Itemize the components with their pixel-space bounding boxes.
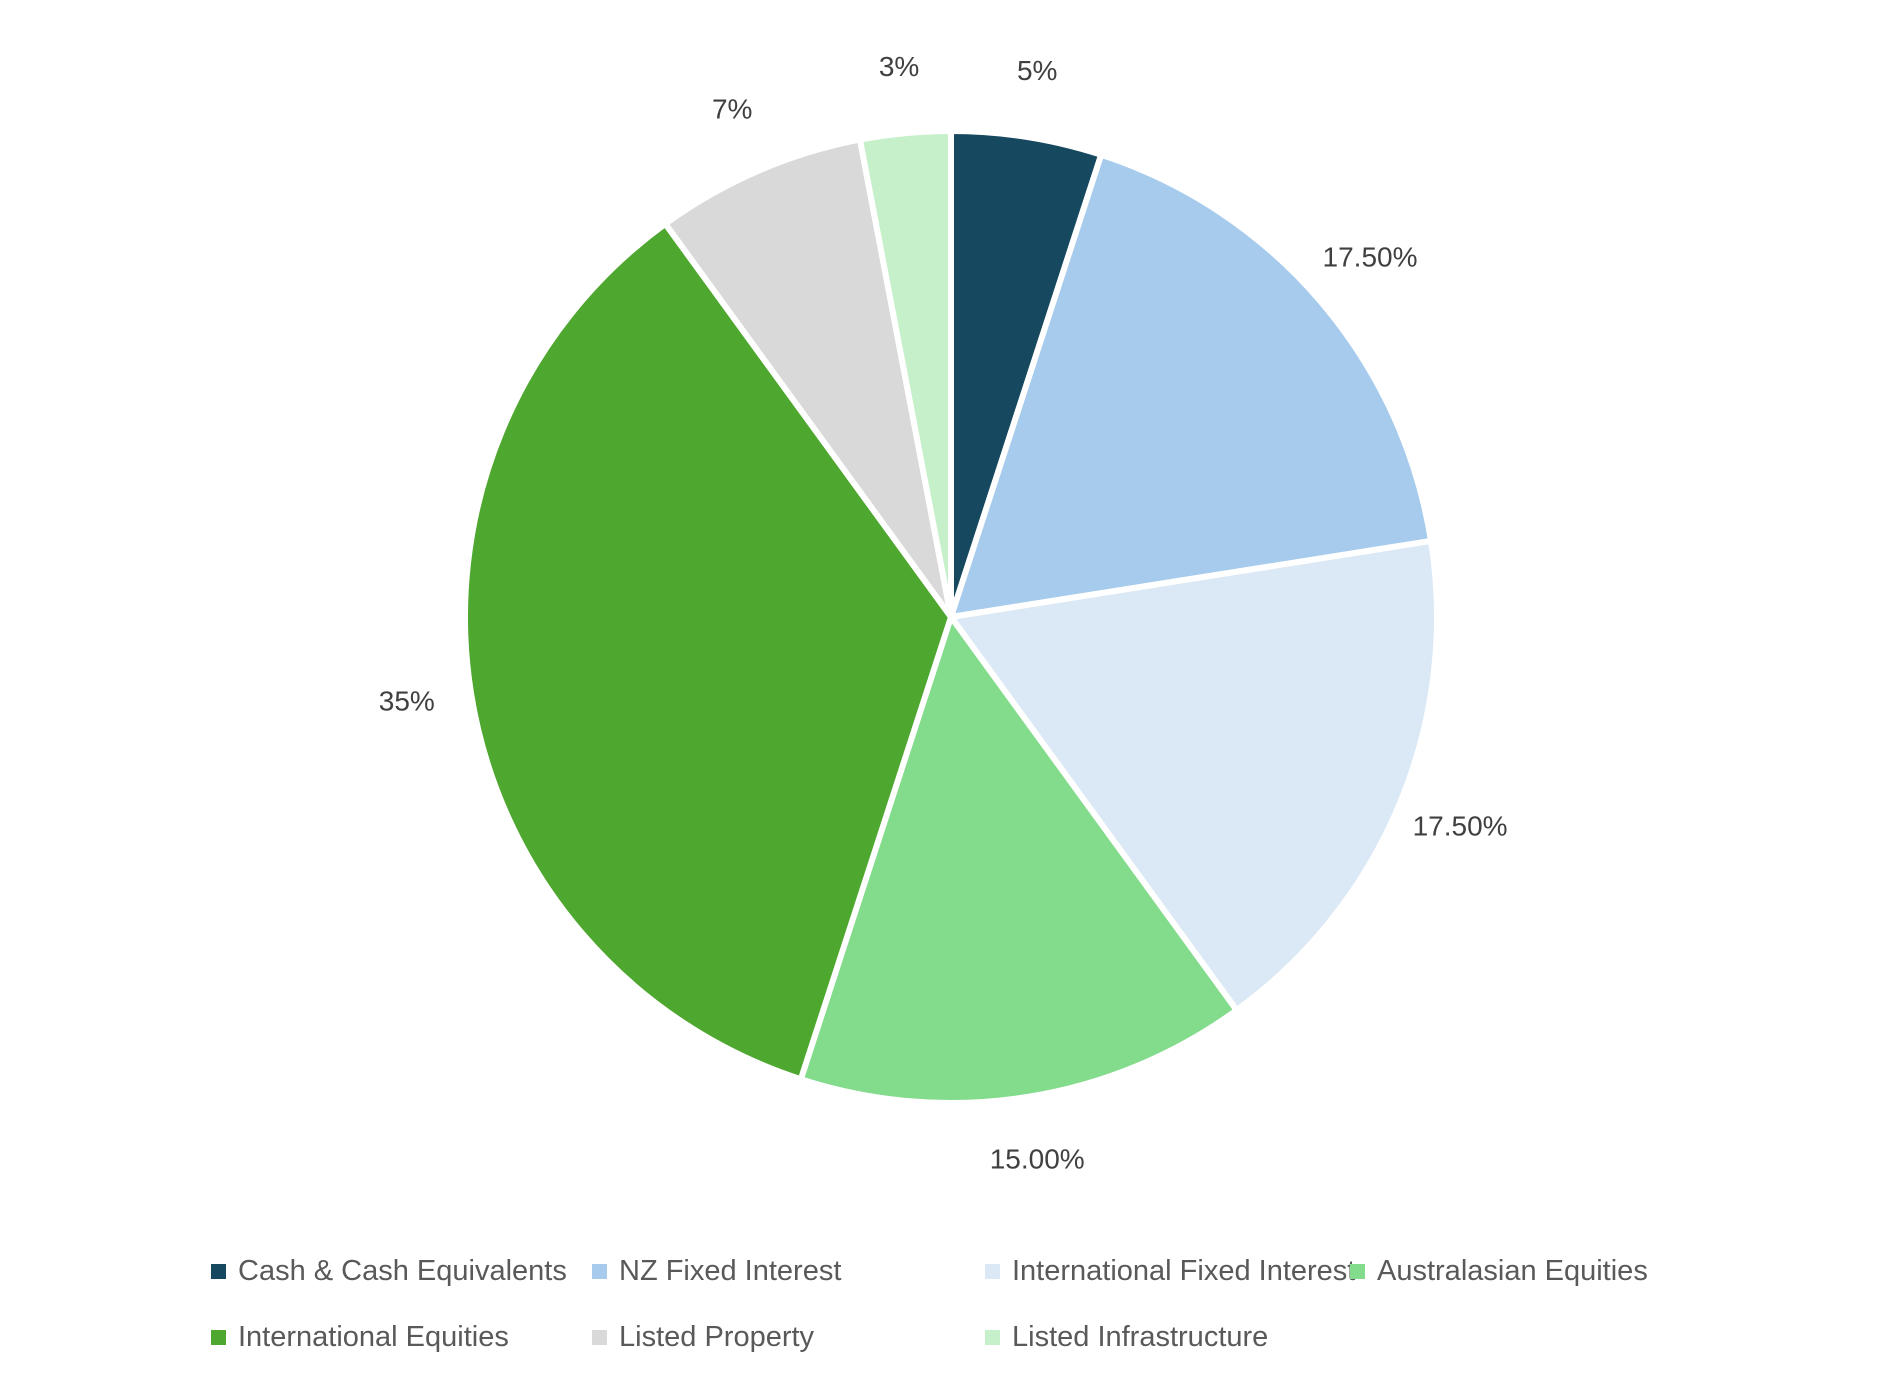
legend-label: International Equities — [238, 1320, 509, 1353]
data-label-international-fixed-interest: 17.50% — [1413, 810, 1508, 841]
legend-swatch-australasian-equities — [1350, 1263, 1365, 1279]
data-label-nz-fixed-interest: 17.50% — [1323, 242, 1418, 273]
data-label-cash-and-cash-equivalents: 5% — [1017, 55, 1057, 86]
legend-item-cash-and-cash-equivalents: Cash & Cash Equivalents — [211, 1254, 592, 1287]
legend-item-international-equities: International Equities — [211, 1320, 592, 1353]
pie-slice-international-fixed-interest — [948, 537, 1440, 1014]
legend-label: Listed Infrastructure — [1012, 1320, 1269, 1353]
pie-slice-listed-property — [662, 136, 954, 620]
legend-swatch-listed-infrastructure — [985, 1329, 1000, 1345]
data-label-listed-property: 7% — [712, 94, 752, 125]
legend-swatch-international-fixed-interest — [985, 1263, 1000, 1279]
data-label-international-equities: 35% — [379, 686, 435, 717]
legend-item-listed-infrastructure: Listed Infrastructure — [985, 1320, 1350, 1353]
legend-swatch-cash-and-cash-equivalents — [211, 1263, 226, 1279]
pie-slice-listed-infrastructure — [856, 128, 954, 620]
legend-swatch-nz-fixed-interest — [592, 1263, 607, 1279]
pie-data-labels-group: 5% 17.50% 17.50% 15.00% 35% 7% 3% — [379, 51, 1508, 1175]
data-label-australasian-equities: 15.00% — [990, 1144, 1085, 1175]
chart-legend: Cash & Cash Equivalents NZ Fixed Interest… — [211, 1238, 1851, 1370]
legend-label: Listed Property — [619, 1320, 815, 1353]
pie-slice-international-equities — [462, 220, 954, 1083]
legend-label: NZ Fixed Interest — [619, 1254, 842, 1287]
legend-item-international-fixed-interest: International Fixed Interest — [985, 1256, 1355, 1286]
data-label-listed-infrastructure: 3% — [879, 51, 919, 82]
legend-item-listed-property: Listed Property — [592, 1320, 985, 1353]
pie-slices-group — [462, 128, 1440, 1106]
legend-swatch-international-equities — [211, 1329, 226, 1345]
legend-label: Cash & Cash Equivalents — [238, 1254, 567, 1287]
legend-item-australasian-equities: Australasian Equities — [1350, 1254, 1851, 1287]
pie-slice-australasian-equities — [797, 614, 1240, 1106]
pie-chart: 5% 17.50% 17.50% 15.00% 35% 7% 3% — [379, 51, 1508, 1175]
legend-label: Australasian Equities — [1377, 1254, 1648, 1287]
legend-label: International Fixed Interest — [1012, 1254, 1356, 1287]
legend-swatch-listed-property — [592, 1329, 607, 1345]
pie-slice-nz-fixed-interest — [948, 151, 1435, 620]
legend-item-nz-fixed-interest: NZ Fixed Interest — [592, 1254, 985, 1287]
